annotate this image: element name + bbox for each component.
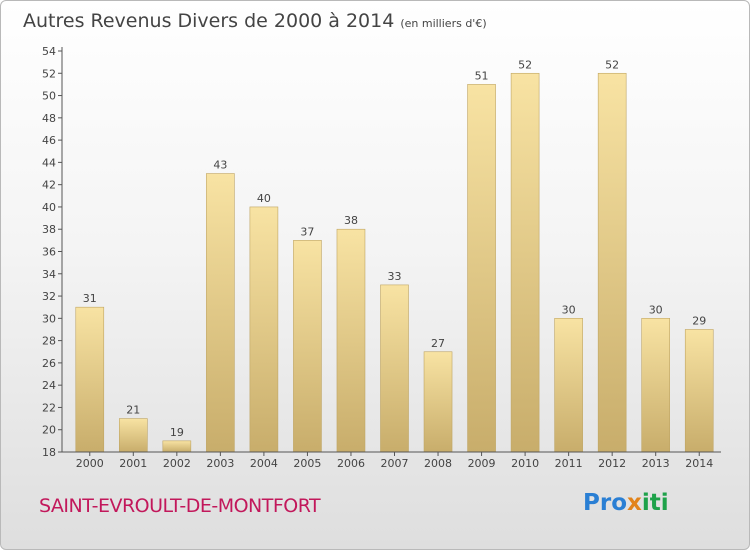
proxiti-logo[interactable]: Proxiti: [583, 490, 669, 516]
bar-2012: [597, 72, 627, 453]
x-tick-label: 2013: [642, 457, 670, 470]
y-tick-label: 42: [42, 179, 56, 192]
y-tick-label: 46: [42, 134, 56, 147]
x-tick-label: 2001: [119, 457, 147, 470]
y-tick-label: 32: [42, 290, 56, 303]
logo-part-2: x: [627, 490, 642, 516]
bar-2006: [336, 228, 366, 453]
bar-2002: [162, 440, 192, 453]
bar-2010: [510, 72, 540, 453]
logo-part-1: Pro: [583, 490, 628, 516]
data-label: 21: [126, 404, 140, 417]
x-tick-label: 2014: [685, 457, 713, 470]
bar-2008: [423, 351, 453, 453]
logo-part-3: iti: [641, 490, 669, 516]
data-label: 37: [300, 225, 314, 238]
data-label: 52: [518, 58, 532, 71]
x-tick-label: 2008: [424, 457, 452, 470]
x-tick-label: 2005: [293, 457, 321, 470]
data-label: 52: [605, 58, 619, 71]
bar-2003: [206, 173, 235, 453]
data-label: 29: [692, 314, 706, 327]
data-label: 30: [562, 303, 576, 316]
data-label: 31: [83, 292, 97, 305]
chart-title-unit: (en milliers d'€): [400, 17, 487, 30]
bar-2001: [119, 418, 148, 453]
data-label: 19: [170, 426, 184, 439]
x-tick-label: 2004: [250, 457, 278, 470]
y-tick-label: 44: [42, 156, 56, 169]
bar-2007: [380, 284, 409, 453]
data-label: 40: [257, 192, 271, 205]
data-label: 38: [344, 214, 358, 227]
x-tick-label: 2011: [555, 457, 583, 470]
y-tick-label: 38: [42, 223, 56, 236]
y-tick-label: 50: [42, 90, 56, 103]
y-tick-label: 54: [42, 45, 56, 58]
y-tick-label: 22: [42, 401, 56, 414]
x-tick-label: 2012: [598, 457, 626, 470]
y-tick-label: 48: [42, 112, 56, 125]
chart-title: Autres Revenus Divers de 2000 à 2014 (en …: [23, 10, 487, 32]
x-tick-label: 2006: [337, 457, 365, 470]
x-tick-label: 2007: [381, 457, 409, 470]
commune-name: SAINT-EVROULT-DE-MONTFORT: [39, 495, 321, 517]
data-label: 43: [213, 159, 227, 172]
bar-2013: [641, 318, 671, 453]
x-tick-label: 2009: [468, 457, 496, 470]
data-label: 51: [475, 69, 489, 82]
x-tick-label: 2003: [206, 457, 234, 470]
bar-2014: [684, 329, 714, 453]
chart-title-main: Autres Revenus Divers de 2000 à 2014: [23, 10, 395, 32]
y-tick-label: 40: [42, 201, 56, 214]
data-label: 27: [431, 337, 445, 350]
bar-2005: [293, 240, 322, 453]
bar-2000: [75, 306, 105, 453]
y-tick-label: 18: [42, 446, 56, 459]
x-tick-label: 2002: [163, 457, 191, 470]
data-label: 33: [388, 270, 402, 283]
y-tick-label: 34: [42, 268, 56, 281]
y-tick-label: 24: [42, 379, 56, 392]
y-tick-label: 20: [42, 424, 56, 437]
y-tick-label: 26: [42, 357, 56, 370]
y-tick-label: 30: [42, 312, 56, 325]
x-tick-label: 2000: [76, 457, 104, 470]
y-tick-label: 52: [42, 67, 56, 80]
bar-2009: [467, 84, 496, 453]
bar-2004: [249, 206, 279, 453]
x-tick-label: 2010: [511, 457, 539, 470]
y-tick-label: 36: [42, 246, 56, 259]
data-label: 30: [649, 303, 663, 316]
y-tick-label: 28: [42, 335, 56, 348]
bar-2011: [554, 318, 583, 453]
